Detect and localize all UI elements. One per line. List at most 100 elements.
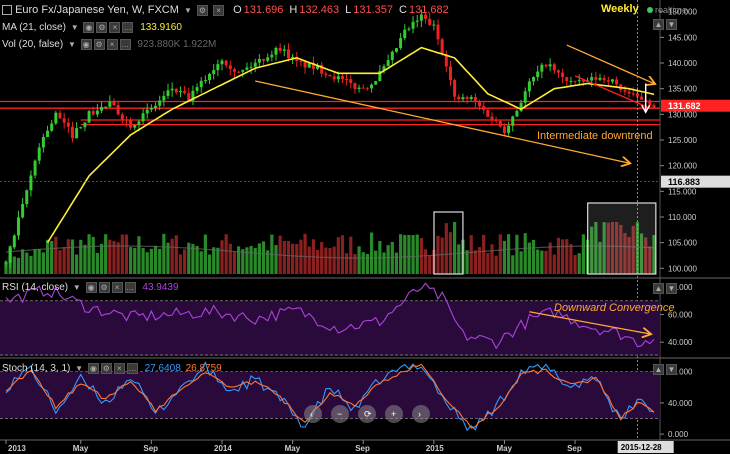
- price-ytick-label: 120.000: [668, 162, 697, 171]
- candle-body: [536, 71, 540, 78]
- close-icon[interactable]: ×: [213, 4, 225, 16]
- pane-down-icon[interactable]: ▼: [666, 18, 677, 30]
- rsi-value: 43.9439: [142, 282, 179, 294]
- candle-body: [556, 70, 560, 73]
- nav-control-icon[interactable]: [358, 405, 376, 423]
- ma-settings-icon[interactable]: ⚙: [96, 22, 108, 33]
- xtick-label: 2014: [214, 444, 232, 453]
- volume-bar: [523, 233, 527, 274]
- volume-bar: [556, 237, 561, 274]
- candle-body: [104, 106, 108, 108]
- stoch-pane-down-icon[interactable]: ▼: [666, 363, 677, 375]
- volume-bar: [369, 232, 374, 274]
- candle-body: [112, 101, 116, 106]
- stoch-settings-icon[interactable]: ⚙: [100, 363, 112, 374]
- volume-bar: [137, 236, 141, 274]
- stoch-menu-icon[interactable]: ▼: [75, 364, 84, 374]
- volume-bar: [91, 236, 95, 274]
- nav-control-icon[interactable]: [331, 405, 349, 423]
- candle-body: [195, 87, 199, 91]
- nav-control-icon[interactable]: [412, 405, 430, 423]
- volume-highlight-box: [587, 202, 657, 275]
- volume-bar: [303, 233, 307, 274]
- candle-body: [270, 54, 274, 58]
- stoch-pane-up-icon[interactable]: ▲: [653, 363, 664, 375]
- candle-body: [253, 62, 257, 67]
- candle-body: [411, 21, 415, 29]
- candle-body: [415, 20, 419, 22]
- stoch-close-icon[interactable]: ×: [113, 363, 125, 374]
- volume-bar: [399, 234, 403, 274]
- volume-bar: [199, 251, 203, 274]
- vol-label: Vol (20, false): [2, 39, 64, 51]
- instrument-menu-icon[interactable]: ▼: [183, 6, 192, 15]
- volume-bar: [606, 222, 610, 274]
- candle-body: [162, 95, 166, 101]
- ma-menu-icon[interactable]: ▼: [70, 23, 79, 33]
- ma-more-icon[interactable]: …: [122, 22, 134, 33]
- rsi-close-icon[interactable]: ×: [111, 282, 123, 293]
- candle-body: [399, 38, 403, 49]
- nav-control-glyph: ›: [418, 409, 421, 419]
- volume-bar: [652, 235, 656, 274]
- rsi-more-icon[interactable]: …: [124, 282, 136, 293]
- realtime-indicator: realtime: [647, 5, 687, 15]
- volume-bar: [12, 256, 16, 274]
- candle-body: [486, 109, 490, 117]
- candle-body: [100, 106, 104, 111]
- ohlc-key-l: L: [345, 4, 352, 16]
- nav-control-icon[interactable]: [304, 405, 322, 423]
- stoch-more-icon[interactable]: …: [126, 363, 138, 374]
- ma-close-icon[interactable]: ×: [109, 22, 121, 33]
- price-ytick-label: 110.000: [668, 213, 697, 222]
- ohlc-key-h: H: [289, 4, 298, 16]
- candle-body: [419, 14, 423, 21]
- stoch-ytick-label: 80.000: [668, 368, 693, 377]
- last-price-label: 131.682: [668, 101, 701, 111]
- nav-control-glyph: ⟳: [364, 409, 372, 419]
- stoch-k-line: [5, 361, 655, 432]
- volume-bar: [324, 247, 328, 274]
- vol-settings-icon[interactable]: ⚙: [93, 39, 105, 50]
- stoch-eye-icon[interactable]: ◉: [87, 363, 99, 374]
- vol-eye-icon[interactable]: ◉: [80, 39, 92, 50]
- volume-bar: [469, 235, 473, 274]
- vol-close-icon[interactable]: ×: [106, 39, 118, 50]
- candle-body: [390, 51, 394, 61]
- pane-up-icon[interactable]: ▲: [653, 18, 664, 30]
- realtime-label: realtime: [655, 5, 688, 15]
- volume-bar: [129, 247, 133, 274]
- candle-body: [640, 96, 644, 100]
- volume-bar: [453, 222, 457, 274]
- volume-bar: [274, 245, 278, 274]
- candle-body: [249, 66, 253, 68]
- volume-bar: [54, 236, 58, 274]
- candle-body: [527, 81, 531, 92]
- ma-eye-icon[interactable]: ◉: [83, 22, 95, 33]
- candle-body: [610, 79, 614, 82]
- candle-body: [8, 247, 12, 263]
- candle-body: [353, 83, 357, 89]
- volume-bar: [21, 249, 25, 274]
- candle-body: [129, 120, 133, 128]
- candle-body: [635, 93, 639, 97]
- vol-more-icon[interactable]: …: [119, 39, 131, 50]
- candle-body: [494, 119, 498, 122]
- volume-bar: [548, 242, 552, 274]
- candle-body: [544, 64, 548, 67]
- settings-icon[interactable]: ⚙: [196, 4, 208, 16]
- rsi-settings-icon[interactable]: ⚙: [98, 282, 110, 293]
- candle-body: [378, 70, 382, 82]
- candle-body: [149, 108, 153, 110]
- rsi-menu-icon[interactable]: ▼: [72, 283, 81, 293]
- candle-body: [357, 87, 361, 89]
- volume-bar: [257, 243, 261, 274]
- candle-body: [598, 77, 602, 80]
- candle-body: [183, 91, 187, 94]
- rsi-pane-up-icon[interactable]: ▲: [653, 282, 664, 294]
- nav-control-icon[interactable]: [385, 405, 403, 423]
- last-price-tag: [661, 99, 730, 112]
- rsi-eye-icon[interactable]: ◉: [85, 282, 97, 293]
- rsi-pane-down-icon[interactable]: ▼: [666, 282, 677, 294]
- vol-menu-icon[interactable]: ▼: [67, 40, 76, 50]
